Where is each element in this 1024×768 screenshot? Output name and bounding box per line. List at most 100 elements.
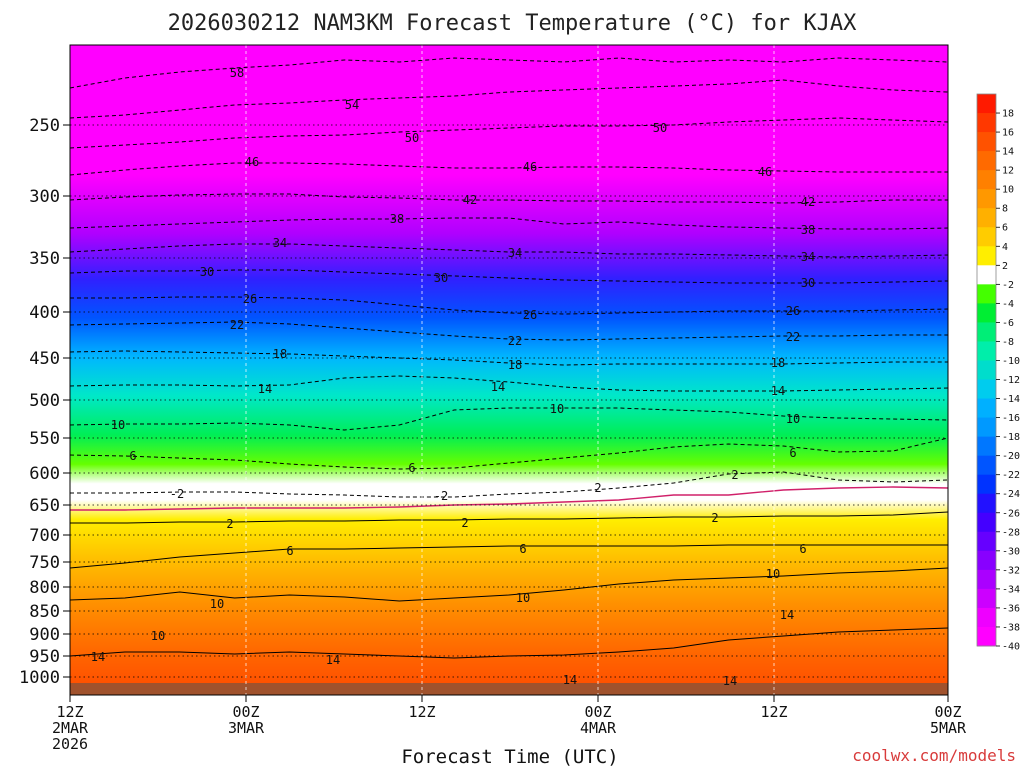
- colorbar-frame: [976, 93, 997, 647]
- colorbar-cell: [977, 626, 996, 647]
- contour-label: 26: [243, 292, 257, 306]
- colorbar-label: -16: [1002, 413, 1020, 424]
- colorbar-cell: [977, 132, 996, 152]
- contour-label: 38: [801, 223, 815, 237]
- colorbar-label: 14: [1002, 147, 1014, 158]
- colorbar-label: -40: [1002, 642, 1020, 653]
- colorbar-cell: [977, 341, 996, 361]
- colorbar-label: -32: [1002, 565, 1020, 576]
- time-gridlines: [245, 45, 775, 695]
- contour-label: 14: [723, 674, 737, 688]
- colorbar-cell: [977, 398, 996, 419]
- contour-label: 18: [273, 347, 287, 361]
- x-tick-label: 12Z: [760, 703, 787, 721]
- contour-label: 6: [408, 461, 415, 475]
- x-tick-label: 4MAR: [580, 719, 617, 737]
- temperature-field: [70, 45, 948, 695]
- contour-label: 34: [508, 246, 522, 260]
- contour-10b: [69, 567, 949, 602]
- colorbar-cell: [977, 303, 996, 323]
- contour-label: 26: [786, 304, 800, 318]
- contour-label: 14: [780, 608, 794, 622]
- contour-label: 30: [434, 271, 448, 285]
- x-tick-label: 12Z: [408, 703, 435, 721]
- contour-label: 46: [758, 165, 772, 179]
- y-tick-label: 500: [29, 391, 60, 411]
- contour-label: 10: [210, 597, 224, 611]
- contour-6b: [69, 544, 948, 569]
- y-tick-label: 250: [29, 116, 60, 136]
- colorbar-cell: [977, 322, 996, 342]
- colorbar-cell: [977, 94, 996, 114]
- contour-label: 10: [111, 418, 125, 432]
- colorbar-label: -12: [1002, 375, 1020, 386]
- contour-2b: [70, 511, 949, 524]
- chart-title: 2026030212 NAM3KM Forecast Temperature (…: [168, 11, 858, 36]
- colorbar-cell: [977, 531, 996, 552]
- colorbar-label: 10: [1002, 185, 1014, 196]
- colorbar-cell: [977, 588, 996, 609]
- contour-label: 42: [463, 193, 477, 207]
- contour-label: 2: [711, 511, 718, 525]
- x-tick-label: 00Z: [584, 703, 611, 721]
- contour-label: 14: [326, 653, 340, 667]
- colorbar-cell: [977, 455, 996, 476]
- colorbar-label: -28: [1002, 527, 1020, 538]
- contour-label: 58: [230, 66, 244, 80]
- y-tick-label: 350: [29, 249, 60, 269]
- colorbar-cell: [977, 512, 996, 533]
- contour-label: 18: [508, 358, 522, 372]
- contour-label: 14: [491, 380, 505, 394]
- y-tick-label: 300: [29, 187, 60, 207]
- contour-label: 26: [523, 308, 537, 322]
- contour-label: 14: [258, 382, 272, 396]
- y-tick-label: 650: [29, 496, 60, 516]
- y-tick-label: 550: [29, 429, 60, 449]
- y-tick-label: 750: [29, 553, 60, 573]
- contour-label: 14: [563, 673, 577, 687]
- contour-label: 2: [594, 481, 601, 495]
- y-tick-label: 700: [29, 526, 60, 546]
- contour-label: 10: [516, 591, 530, 605]
- contour-label: 22: [786, 330, 800, 344]
- contour-label: 22: [508, 334, 522, 348]
- colorbar-cell: [977, 607, 996, 628]
- colorbar-cell: [977, 360, 996, 381]
- contour-label: 2: [461, 516, 468, 530]
- contour-label: 50: [653, 121, 667, 135]
- colorbar-label: -20: [1002, 451, 1020, 462]
- colorbar-cell: [977, 550, 996, 571]
- colorbar-cell: [977, 208, 996, 228]
- colorbar-label: -34: [1002, 584, 1020, 595]
- contour-label: 10: [550, 402, 564, 416]
- contour-label: 6: [129, 449, 136, 463]
- colorbar-cell: [977, 436, 996, 457]
- contour-label: 10: [766, 567, 780, 581]
- colorbar-cell: [977, 474, 996, 495]
- colorbar-cell: [977, 569, 996, 590]
- credit-text: coolwx.com/models: [852, 746, 1016, 765]
- contour-label: 6: [789, 446, 796, 460]
- x-tick-label: 2MAR: [52, 719, 89, 737]
- colorbar-cell: [977, 417, 996, 438]
- contour-58: [69, 57, 949, 89]
- colorbar-label: -24: [1002, 489, 1020, 500]
- contour-label: -2: [170, 487, 184, 501]
- contour-42: [69, 193, 948, 204]
- contour-label: 2: [731, 468, 738, 482]
- y-tick-label: 800: [29, 578, 60, 598]
- y-tick-label: 400: [29, 303, 60, 323]
- contour-label: 2: [226, 517, 233, 531]
- contour-label: 42: [801, 195, 815, 209]
- y-tick-label: 1000: [19, 668, 60, 688]
- contour-14b: [69, 627, 949, 659]
- surface-band: [70, 683, 948, 695]
- contour-label: 34: [801, 250, 815, 264]
- colorbar-label: -30: [1002, 546, 1020, 557]
- colorbar-label: 6: [1002, 223, 1008, 234]
- colorbar-cell: [977, 189, 996, 209]
- contour-label: 10: [151, 629, 165, 643]
- colorbar-label: -2: [1002, 280, 1014, 291]
